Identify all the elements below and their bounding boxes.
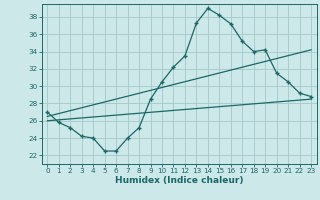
- X-axis label: Humidex (Indice chaleur): Humidex (Indice chaleur): [115, 176, 244, 185]
